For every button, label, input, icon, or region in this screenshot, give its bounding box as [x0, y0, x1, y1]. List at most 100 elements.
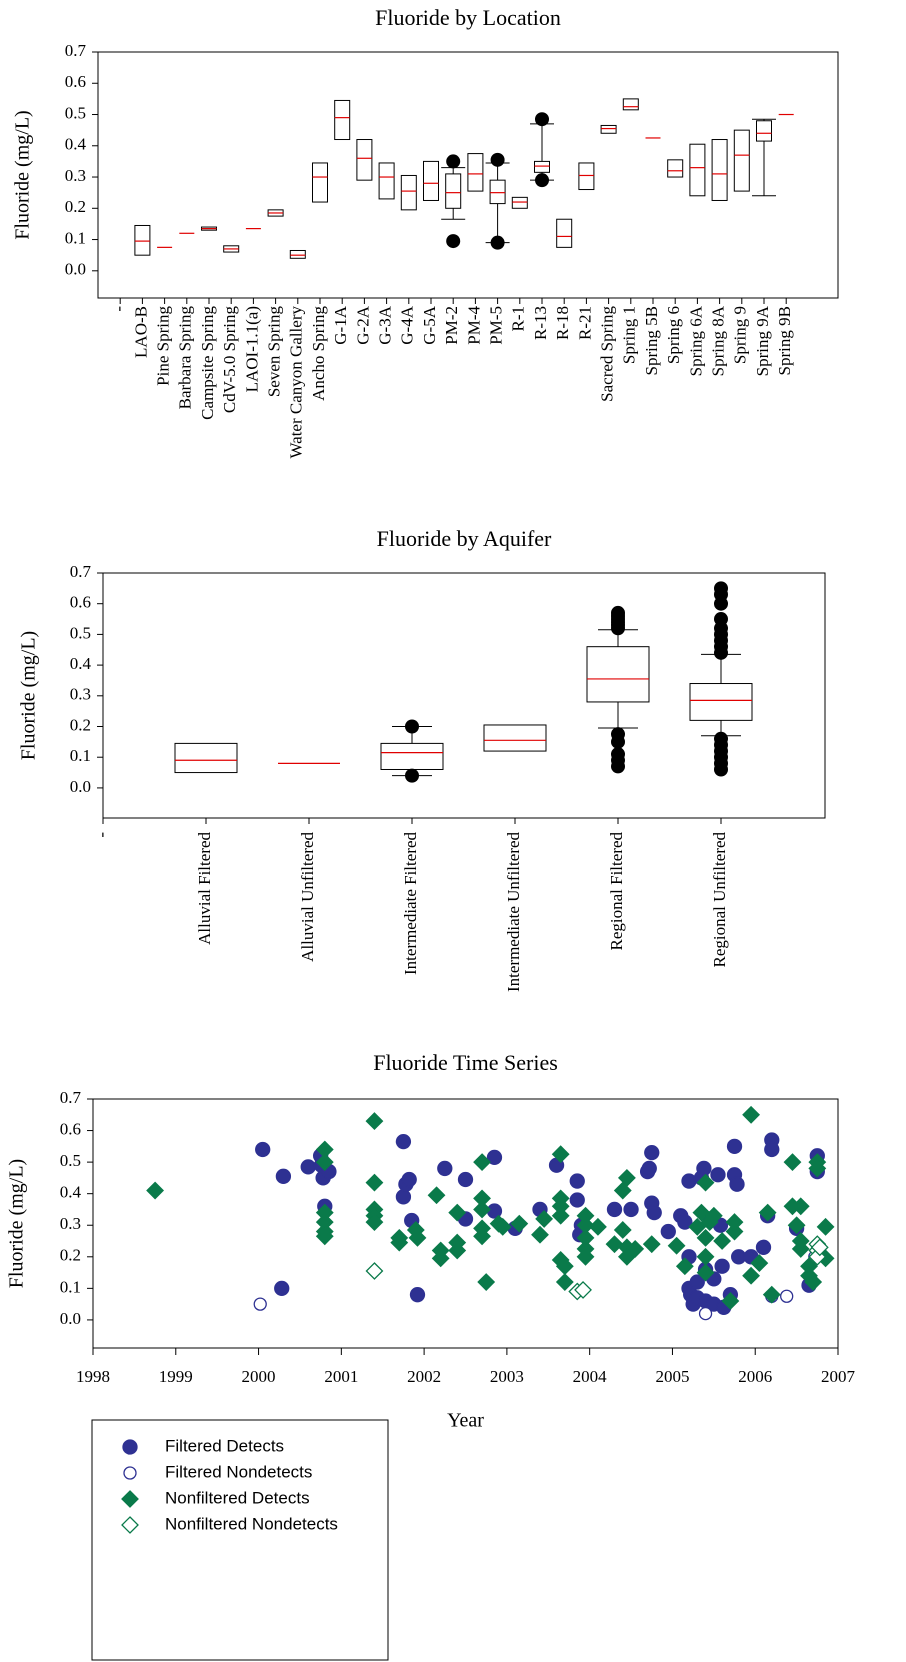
outlier	[535, 112, 549, 127]
x-tick-label: Pine Spring	[154, 306, 173, 386]
outlier	[405, 768, 419, 783]
point	[641, 1160, 657, 1177]
y-tick-label: 0.5	[65, 103, 86, 122]
x-tick-label: PM-4	[464, 306, 483, 345]
point	[146, 1181, 165, 1200]
box	[534, 160, 550, 173]
point	[660, 1223, 676, 1240]
outlier	[535, 173, 549, 188]
x-tick-label: Intermediate Filtered	[401, 832, 420, 976]
outlier	[490, 235, 505, 250]
point	[365, 1112, 384, 1131]
point	[810, 1238, 829, 1257]
point	[783, 1153, 802, 1172]
point	[315, 1227, 334, 1246]
point	[589, 1217, 607, 1236]
point	[696, 1263, 715, 1282]
x-tick-label: G-1A	[331, 305, 350, 344]
x-tick-label: CdV-5.0 Spring	[220, 306, 239, 414]
legend-marker	[121, 1490, 139, 1508]
point	[713, 1232, 732, 1250]
point	[742, 1266, 761, 1285]
point	[681, 1173, 697, 1189]
box	[423, 160, 439, 201]
y-tick-label: 0.2	[65, 197, 86, 216]
x-tick-label: Spring 1	[620, 306, 639, 364]
x-tick-label: Spring 9	[731, 306, 750, 364]
chart-title: Fluoride by Location	[375, 5, 561, 30]
point	[689, 1274, 705, 1290]
x-tick-label: Spring 9B	[775, 306, 794, 375]
y-tick-label: 0.4	[70, 654, 92, 673]
x-tick-label: Campsite Spring	[198, 306, 217, 420]
point	[255, 1141, 271, 1158]
outlier	[714, 612, 728, 627]
legend-label: Filtered Detects	[165, 1436, 284, 1455]
point	[606, 1201, 623, 1218]
y-tick-label: 0.1	[60, 1277, 81, 1296]
x-tick-label: R-18	[553, 306, 572, 340]
y-tick-label: 0.4	[60, 1183, 82, 1202]
point	[274, 1280, 290, 1297]
x-tick-label: Regional Unfiltered	[710, 832, 729, 968]
y-tick-label: 0.1	[65, 228, 86, 247]
point	[365, 1262, 384, 1280]
point	[644, 1145, 660, 1161]
box	[174, 742, 238, 774]
x-tick-label: Alluvial Filtered	[195, 832, 214, 945]
x-tick-label: R-1	[509, 306, 528, 332]
point	[696, 1160, 712, 1177]
x-tick-label: G-3A	[376, 305, 395, 344]
chart-title: Fluoride Time Series	[373, 1050, 558, 1075]
box	[467, 153, 484, 192]
outlier	[714, 581, 728, 596]
box	[134, 224, 151, 256]
y-tick-label: 0.1	[70, 746, 91, 765]
point	[531, 1225, 549, 1244]
point	[551, 1206, 570, 1225]
box	[400, 174, 417, 211]
point	[729, 1176, 745, 1192]
outlier	[611, 727, 625, 742]
y-tick-label: 0.6	[70, 593, 91, 612]
point	[551, 1145, 570, 1164]
y-tick-label: 0.4	[65, 135, 87, 154]
point	[704, 1206, 723, 1225]
x-tick-label: Seven Spring	[265, 306, 284, 398]
point	[395, 1189, 412, 1205]
point	[365, 1173, 384, 1192]
y-tick-label: 0.3	[60, 1214, 81, 1233]
x-tick-label: 2006	[738, 1367, 772, 1386]
point	[791, 1197, 810, 1216]
x-tick-label: Intermediate Unfiltered	[504, 832, 523, 993]
x-tick-label: Sacred Spring	[598, 306, 617, 402]
legend-marker	[122, 1439, 138, 1455]
x-tick-label: Regional Filtered	[607, 832, 626, 951]
box	[689, 143, 706, 197]
box	[578, 162, 595, 191]
box	[289, 249, 306, 259]
box	[483, 724, 547, 752]
point	[395, 1133, 412, 1150]
point	[804, 1273, 823, 1291]
point	[409, 1287, 426, 1303]
point	[473, 1200, 491, 1219]
x-tick-label: G-4A	[398, 305, 417, 344]
point	[427, 1186, 446, 1205]
point	[642, 1235, 661, 1254]
y-tick-label: 0.6	[65, 72, 86, 91]
plot-frame	[92, 1098, 839, 1349]
point	[787, 1216, 806, 1235]
y-tick-label: 0.0	[60, 1309, 81, 1328]
point	[696, 1228, 715, 1247]
point	[613, 1221, 632, 1239]
outlier	[611, 747, 625, 762]
y-axis-title: Fluoride (mg/L)	[18, 631, 40, 760]
legend-marker	[123, 1466, 137, 1480]
box	[556, 218, 573, 248]
point	[626, 1239, 645, 1258]
point	[457, 1171, 474, 1188]
x-tick-label: Spring 6A	[686, 305, 705, 376]
legend-label: Nonfiltered Nondetects	[165, 1514, 338, 1533]
